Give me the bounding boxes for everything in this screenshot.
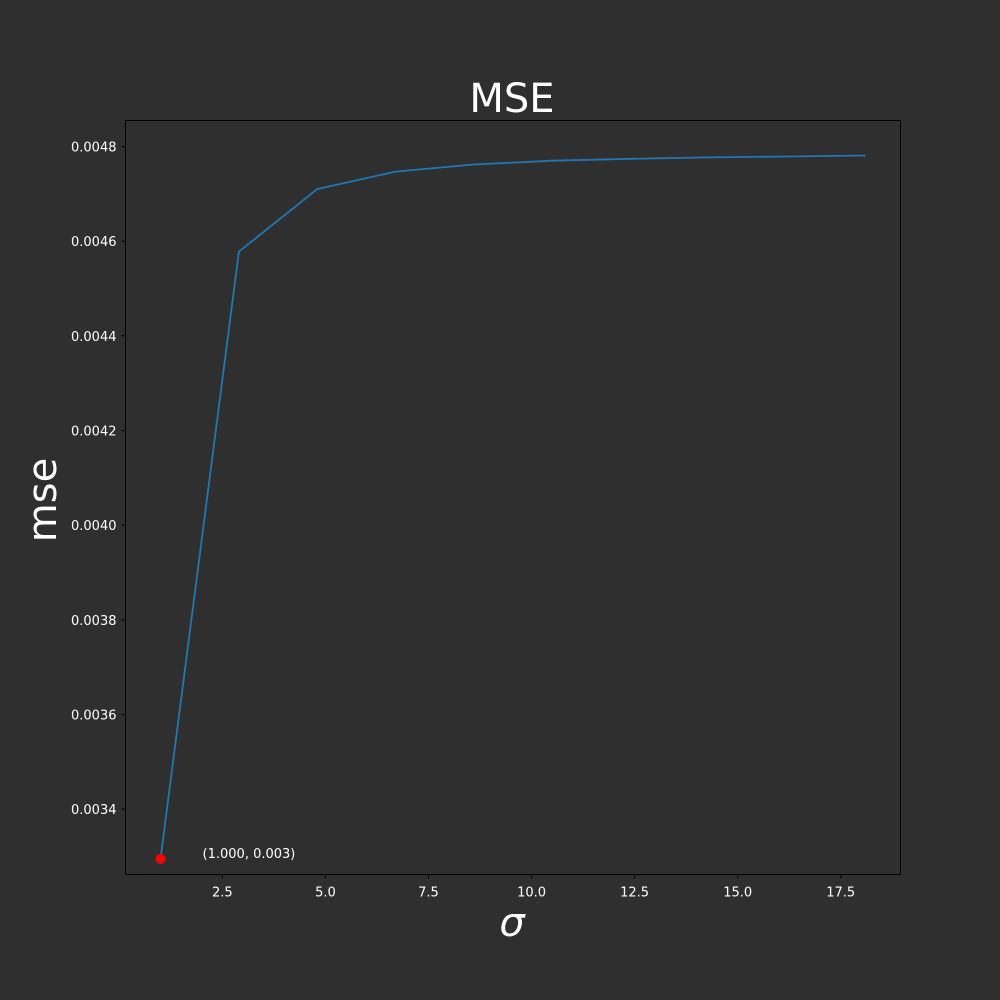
x-tick-label: 15.0 [723,886,752,901]
y-tick-label: 0.0044 [71,330,117,345]
x-tick-label: 10.0 [517,886,546,901]
y-tick-label: 0.0040 [71,519,117,534]
y-axis-ticks: 0.0034 0.0036 0.0038 0.0040 0.0042 0.0044 0.00… [71,141,126,818]
highlight-point [155,853,166,864]
x-tick-label: 7.5 [418,886,439,901]
y-tick-label: 0.0048 [71,141,117,156]
chart-title: MSE [469,76,554,122]
y-axis-label: mse [20,458,66,542]
series-layer: (1.000, 0.003) [155,154,866,864]
series-line [159,154,866,860]
y-tick-label: 0.0038 [71,614,117,629]
x-tick-label: 17.5 [826,886,855,901]
x-axis-ticks: 2.5 5.0 7.5 10.0 12.5 15.0 17.5 [212,874,855,901]
y-tick-label: 0.0042 [71,425,117,440]
y-tick-label: 0.0036 [71,709,117,724]
x-tick-label: 12.5 [620,886,649,901]
x-tick-label: 2.5 [212,886,233,901]
x-axis-label: σ [499,900,526,946]
y-tick-label: 0.0034 [71,803,117,818]
y-tick-label: 0.0046 [71,235,117,250]
x-tick-label: 5.0 [315,886,336,901]
plot-area [125,120,901,875]
highlight-annotation: (1.000, 0.003) [203,847,296,862]
